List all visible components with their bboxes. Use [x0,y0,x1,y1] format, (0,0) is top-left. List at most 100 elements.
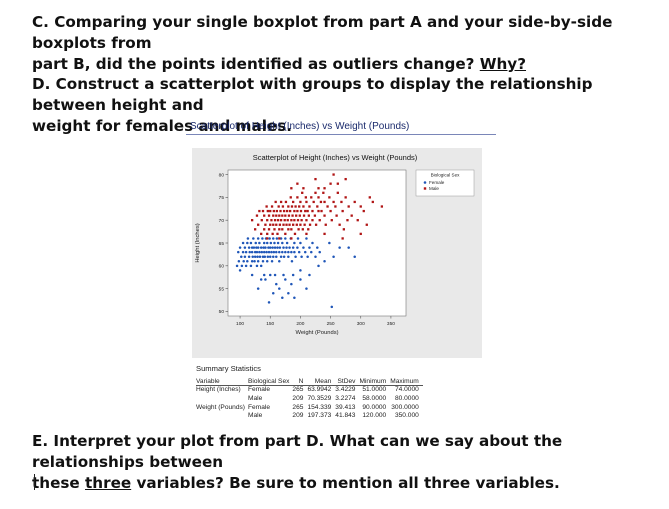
data-point-male [335,214,338,217]
data-point-male [344,196,347,199]
data-point-male [301,228,304,231]
data-point-male [266,209,269,213]
data-point-male [290,228,293,231]
data-point-male [255,214,259,217]
data-point-male [293,219,296,222]
data-point-female [260,250,264,254]
data-point-male [323,214,326,217]
data-point-male [296,209,299,213]
data-point-female [267,301,271,304]
data-point-male [285,209,289,213]
data-point-female [250,246,254,249]
data-point-male [298,214,301,217]
data-point-female [261,260,265,263]
data-point-male [316,205,319,208]
data-point-male [269,209,272,213]
data-point-male [284,232,287,236]
data-point-female [285,241,289,245]
data-point-male [261,209,265,213]
data-point-female [262,250,266,254]
data-point-female [330,305,334,309]
y-axis-label: Height (Inches) [195,223,201,262]
data-point-female [310,250,313,254]
data-point-male [317,209,320,213]
data-point-male [284,214,287,217]
table-cell [196,412,248,421]
table-row: Height (Inches) Female 265 63.9942 3.422… [196,386,423,395]
data-point-female [272,237,275,240]
data-point-male [271,232,274,236]
x-tick-label: 200 [296,321,304,327]
data-point-male [267,214,271,217]
data-point-female [353,255,356,258]
data-point-female [300,255,303,258]
data-point-female [293,241,296,245]
data-point-female [287,291,290,295]
data-point-male [288,209,292,213]
data-point-female [296,246,299,249]
data-point-female [266,255,270,258]
x-tick-label: 100 [236,321,244,327]
data-point-female [264,246,267,249]
data-point-male [332,200,335,204]
data-point-female [247,255,251,258]
table-cell: Female [248,386,270,393]
data-point-male [314,191,317,194]
data-point-female [293,296,296,299]
data-point-female [332,255,335,258]
data-point-female [265,260,269,263]
data-point-male [284,200,288,204]
panel-divider [186,134,496,135]
data-point-female [291,246,295,249]
data-point-male [266,237,269,240]
data-point-female [328,241,331,245]
table-cell: 300.0000 [391,403,419,411]
data-point-male [286,219,289,222]
data-point-female [347,246,350,249]
data-point-male [371,200,374,204]
table-cell: Male [248,412,263,420]
data-point-female [256,237,260,240]
x-tick-label: 300 [357,321,365,327]
col-header: Minimum [359,378,391,386]
data-point-female [268,255,272,258]
data-point-female [238,269,242,272]
data-point-female [246,260,249,263]
data-point-female [278,287,281,290]
data-point-female [262,273,266,277]
y-tick-label: 70 [219,218,225,224]
data-point-male [294,205,297,208]
data-point-female [303,250,307,254]
data-point-male [285,223,288,226]
data-point-female [293,250,296,254]
text-cursor[interactable] [34,474,35,490]
data-point-female [275,250,278,254]
data-point-male [312,200,315,204]
data-point-male [254,228,257,231]
data-point-male [368,196,371,199]
data-point-male [276,232,279,236]
summary-table: Variable Biological Sex N Mean StDev Min… [196,378,423,421]
data-point-male [298,205,301,208]
data-point-female [238,246,242,249]
data-point-male [270,219,273,222]
table-cell: 3.2274 [335,394,356,402]
data-point-male [258,209,261,213]
data-point-male [274,200,277,204]
data-point-female [255,250,259,254]
data-point-male [278,214,281,217]
data-point-female [259,246,263,249]
data-point-male [341,209,344,213]
col-header: Variable [196,378,248,386]
data-point-male [299,223,302,226]
data-point-male [266,219,269,222]
data-point-male [306,209,309,213]
data-point-male [336,182,339,185]
data-point-male [305,219,308,222]
data-point-female [247,246,251,249]
data-point-female [287,250,290,254]
data-point-male [292,200,295,204]
data-point-male [287,214,291,217]
data-point-male [265,205,268,208]
data-point-female [338,246,341,249]
